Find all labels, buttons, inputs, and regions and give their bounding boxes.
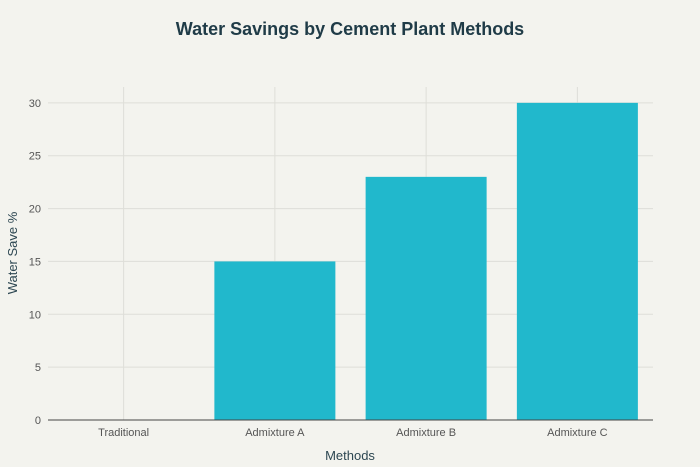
y-tick-label: 5 [35,362,41,374]
x-tick-label: Admixture B [396,427,456,439]
x-tick-label: Admixture A [245,427,305,439]
y-tick-label: 15 [29,256,41,268]
y-tick-label: 25 [29,151,41,163]
bar-admixture-a [214,261,336,420]
x-tick-label: Admixture C [547,427,608,439]
bar-admixture-c [516,102,638,420]
y-tick-label: 20 [29,204,41,216]
y-tick-label: 30 [29,98,41,110]
y-tick-label: 10 [29,309,41,321]
x-axis-ticks: Traditional Admixture A Admixture B Admixtu… [98,427,608,439]
x-tick-label: Traditional [98,427,149,439]
y-axis-label: Water Save % [5,211,20,294]
bars [214,102,638,420]
x-axis-label: Methods [325,448,375,463]
y-axis-ticks: 0 5 10 15 20 25 30 [29,98,41,427]
chart-title: Water Savings by Cement Plant Methods [176,19,524,39]
y-tick-label: 0 [35,415,41,427]
bar-admixture-b [365,176,487,420]
